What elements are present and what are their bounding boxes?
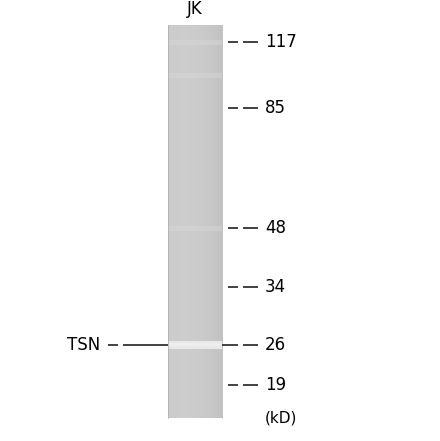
Text: 85: 85: [265, 99, 286, 117]
Text: (kD): (kD): [265, 411, 297, 426]
Bar: [168, 25, 222, 418]
Bar: [168, 73, 222, 78]
Text: 19: 19: [265, 376, 286, 394]
Bar: [169, 343, 221, 346]
Text: 26: 26: [265, 336, 286, 354]
Text: JK: JK: [187, 0, 203, 18]
Text: TSN: TSN: [67, 336, 100, 354]
Bar: [168, 226, 222, 231]
Text: 48: 48: [265, 219, 286, 237]
Bar: [168, 341, 222, 349]
Text: 34: 34: [265, 278, 286, 296]
Text: 117: 117: [265, 33, 297, 51]
Bar: [168, 40, 222, 45]
